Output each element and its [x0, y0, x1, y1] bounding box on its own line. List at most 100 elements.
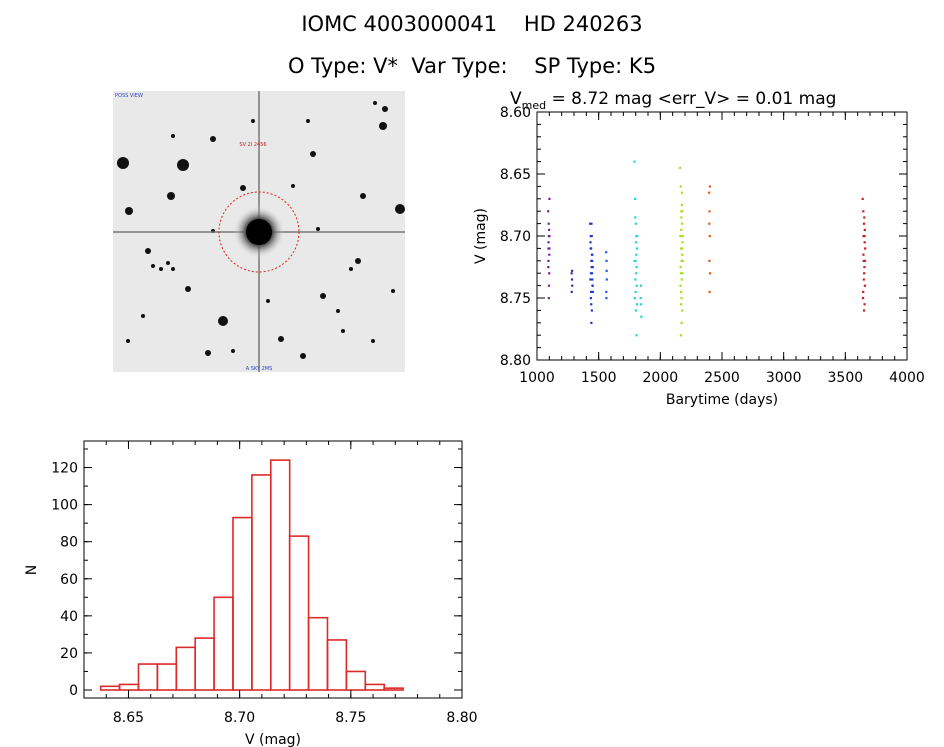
data-point: [634, 197, 637, 200]
data-point: [863, 228, 866, 231]
data-point: [681, 253, 684, 256]
data-point: [680, 191, 684, 194]
data-point: [590, 321, 593, 324]
data-point: [547, 266, 550, 269]
data-point: [589, 278, 592, 281]
data-point: [635, 247, 639, 250]
data-point: [591, 278, 594, 281]
data-point: [590, 303, 593, 306]
data-point: [680, 278, 683, 281]
background-star: [316, 227, 320, 231]
data-point: [862, 309, 866, 312]
background-star: [341, 329, 345, 333]
data-point: [681, 309, 684, 312]
data-point: [680, 216, 683, 219]
data-point: [548, 253, 551, 256]
data-point: [862, 210, 865, 213]
data-point: [679, 334, 683, 337]
background-star: [320, 293, 326, 299]
x-tick-label: 2500: [704, 370, 740, 386]
background-star: [218, 316, 228, 326]
background-star: [300, 353, 306, 359]
data-point: [548, 272, 551, 275]
data-point: [635, 272, 638, 275]
data-point: [681, 272, 684, 275]
x-tick-label: 3500: [828, 370, 864, 386]
data-point: [679, 284, 682, 287]
sky-image: SV 2I 2456 A SKY 2MS POSS VIEW: [113, 91, 405, 372]
background-star: [185, 286, 191, 292]
data-point: [680, 259, 683, 262]
data-point: [589, 272, 593, 275]
data-point: [591, 259, 594, 262]
sky-image-stamp: SV 2I 2456 A SKY 2MS POSS VIEW: [113, 91, 405, 372]
data-point: [639, 303, 643, 306]
star-field: [117, 101, 405, 359]
data-point: [864, 247, 867, 250]
data-point: [708, 235, 711, 238]
data-point: [863, 216, 866, 219]
background-star: [379, 122, 387, 130]
data-point: [680, 235, 683, 238]
data-point: [634, 241, 638, 244]
background-star: [306, 119, 310, 123]
x-tick-label: 3000: [766, 370, 802, 386]
data-point: [635, 284, 638, 287]
data-point: [634, 222, 637, 225]
data-point: [570, 278, 574, 281]
data-point: [589, 241, 592, 244]
data-point: [639, 297, 642, 300]
background-star: [395, 204, 405, 214]
background-star: [355, 258, 361, 264]
background-star: [151, 264, 155, 268]
x-tick-label: 4000: [889, 370, 925, 386]
data-point: [591, 290, 594, 293]
data-point: [547, 247, 550, 250]
data-point: [708, 210, 711, 213]
title-v: V: [510, 89, 522, 109]
data-point: [590, 266, 593, 269]
background-star: [360, 193, 366, 199]
background-star: [266, 299, 270, 303]
data-point: [863, 284, 867, 287]
background-star: [167, 192, 175, 200]
data-point: [639, 284, 643, 287]
background-star: [310, 151, 316, 157]
background-star: [210, 136, 216, 142]
data-point: [633, 259, 636, 262]
data-point: [570, 290, 573, 293]
data-point: [640, 315, 643, 318]
data-point: [680, 321, 683, 324]
stamp-label-corner: POSS VIEW: [115, 93, 143, 99]
data-point: [679, 166, 682, 169]
data-point: [680, 204, 683, 207]
target-star-core: [246, 219, 272, 245]
data-point: [547, 210, 550, 213]
data-point: [680, 222, 684, 225]
data-point: [681, 235, 684, 238]
data-point: [708, 259, 711, 262]
title-rest: = 8.72 mag <err_V> = 0.01 mag: [546, 89, 836, 109]
data-point: [862, 278, 865, 281]
y-tick-label: 8.65: [500, 167, 531, 183]
chart-title-line1: IOMC 4003000041 HD 240263: [301, 12, 643, 36]
data-point: [708, 272, 712, 275]
background-star: [125, 207, 133, 215]
background-star: [336, 309, 340, 313]
data-point: [547, 284, 551, 287]
data-point: [605, 269, 608, 272]
background-star: [373, 101, 377, 105]
data-point: [634, 290, 637, 293]
data-point: [635, 266, 638, 269]
data-point: [605, 297, 608, 300]
x-tick-label: 1000: [519, 370, 555, 386]
background-star: [371, 339, 375, 343]
data-point: [548, 235, 551, 238]
data-point: [635, 253, 638, 256]
light-curve-ylabel: V (mag): [473, 208, 489, 264]
background-star: [177, 159, 189, 171]
background-star: [141, 314, 145, 318]
data-point: [681, 247, 684, 250]
data-point: [590, 309, 593, 312]
